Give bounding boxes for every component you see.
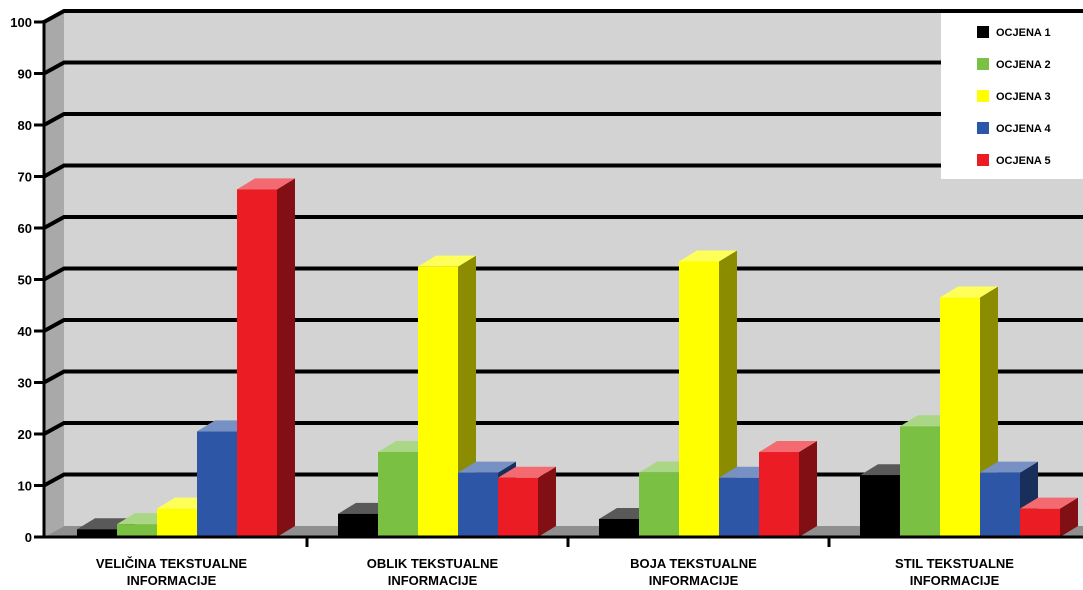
bar-front (498, 477, 538, 537)
bar-front (860, 475, 900, 537)
bar-side (799, 441, 817, 537)
axes (34, 20, 1083, 547)
gridline (43, 112, 1083, 127)
y-tick-label: 10 (18, 479, 32, 494)
bar-front (900, 426, 940, 537)
bars (77, 178, 1078, 537)
bar-side (277, 178, 295, 537)
x-category-label: INFORMACIJE (649, 573, 739, 588)
bar-front (980, 472, 1020, 537)
x-category-label: INFORMACIJE (388, 573, 478, 588)
bar-front (77, 529, 117, 537)
bar-top (940, 286, 998, 298)
bar (498, 466, 556, 537)
bar-top (679, 250, 737, 262)
bar (679, 250, 737, 537)
bar-top (458, 461, 516, 473)
legend-label: OCJENA 4 (996, 123, 1051, 135)
y-tick-label: 80 (18, 118, 32, 133)
bar-front (458, 472, 498, 537)
gridline (43, 215, 1083, 230)
bar (1020, 497, 1078, 537)
bar-front (940, 297, 980, 537)
bar-front (378, 452, 418, 537)
bar-top (759, 441, 817, 453)
x-category-label: OBLIK TEKSTUALNE (367, 556, 499, 571)
legend: OCJENA 1 OCJENA 2 OCJENA 3 OCJENA 4 OCJENA 5 (941, 13, 1083, 179)
legend-swatch (977, 26, 989, 38)
y-tick-label: 30 (18, 376, 32, 391)
bar-front (599, 518, 639, 537)
x-category-label: INFORMACIJE (127, 573, 217, 588)
bar-top (418, 255, 476, 267)
gridline (43, 60, 1083, 76)
bar (759, 441, 817, 537)
bar-front (418, 266, 458, 537)
bar-front (338, 513, 378, 537)
bar-front (679, 261, 719, 537)
y-tick-label: 100 (10, 15, 32, 30)
x-category-label: STIL TEKSTUALNE (895, 556, 1014, 571)
bar (237, 178, 295, 537)
bar-front (639, 472, 679, 537)
gridline (43, 266, 1083, 282)
legend-swatch (977, 122, 989, 134)
gridline (43, 318, 1083, 333)
y-tick-label: 90 (18, 67, 32, 82)
y-tick-label: 0 (25, 530, 32, 545)
x-category-label: VELIČINA TEKSTUALNE (96, 556, 248, 571)
gridline (43, 9, 1083, 24)
legend-swatch (977, 90, 989, 102)
y-tick-label: 40 (18, 324, 32, 339)
bar-side (538, 466, 556, 537)
x-category-labels: VELIČINA TEKSTUALNE INFORMACIJE OBLIK TEKS… (96, 556, 1014, 588)
y-tick-labels: 0 10 20 30 40 50 60 70 80 90 100 (10, 15, 32, 545)
bar-top (980, 461, 1038, 473)
legend-label: OCJENA 2 (996, 59, 1051, 71)
y-tick-label: 60 (18, 221, 32, 236)
bar-front (759, 452, 799, 537)
gridline (43, 163, 1083, 179)
y-tick-label: 20 (18, 427, 32, 442)
legend-label: OCJENA 1 (996, 27, 1051, 39)
y-tick-label: 70 (18, 170, 32, 185)
gridlines (43, 9, 1083, 488)
bar-top (1020, 497, 1078, 509)
legend-box (941, 13, 1083, 179)
bar-front (719, 477, 759, 537)
legend-label: OCJENA 5 (996, 155, 1051, 167)
gridline (43, 421, 1083, 436)
legend-swatch (977, 58, 989, 70)
x-category-label: INFORMACIJE (910, 573, 1000, 588)
bar-top (498, 466, 556, 478)
y-tick-label: 50 (18, 273, 32, 288)
bar-front (117, 524, 157, 537)
floor (44, 526, 1083, 537)
legend-swatch (977, 154, 989, 166)
legend-label: OCJENA 3 (996, 91, 1051, 103)
bar-top (237, 178, 295, 190)
bar-front (237, 189, 277, 537)
gridline (43, 369, 1083, 385)
bar-side (1060, 497, 1078, 537)
bar-front (157, 508, 197, 537)
x-category-label: BOJA TEKSTUALNE (630, 556, 757, 571)
bar-front (197, 431, 237, 537)
bar-front (1020, 508, 1060, 537)
bar-side (719, 250, 737, 537)
bar (940, 286, 998, 537)
